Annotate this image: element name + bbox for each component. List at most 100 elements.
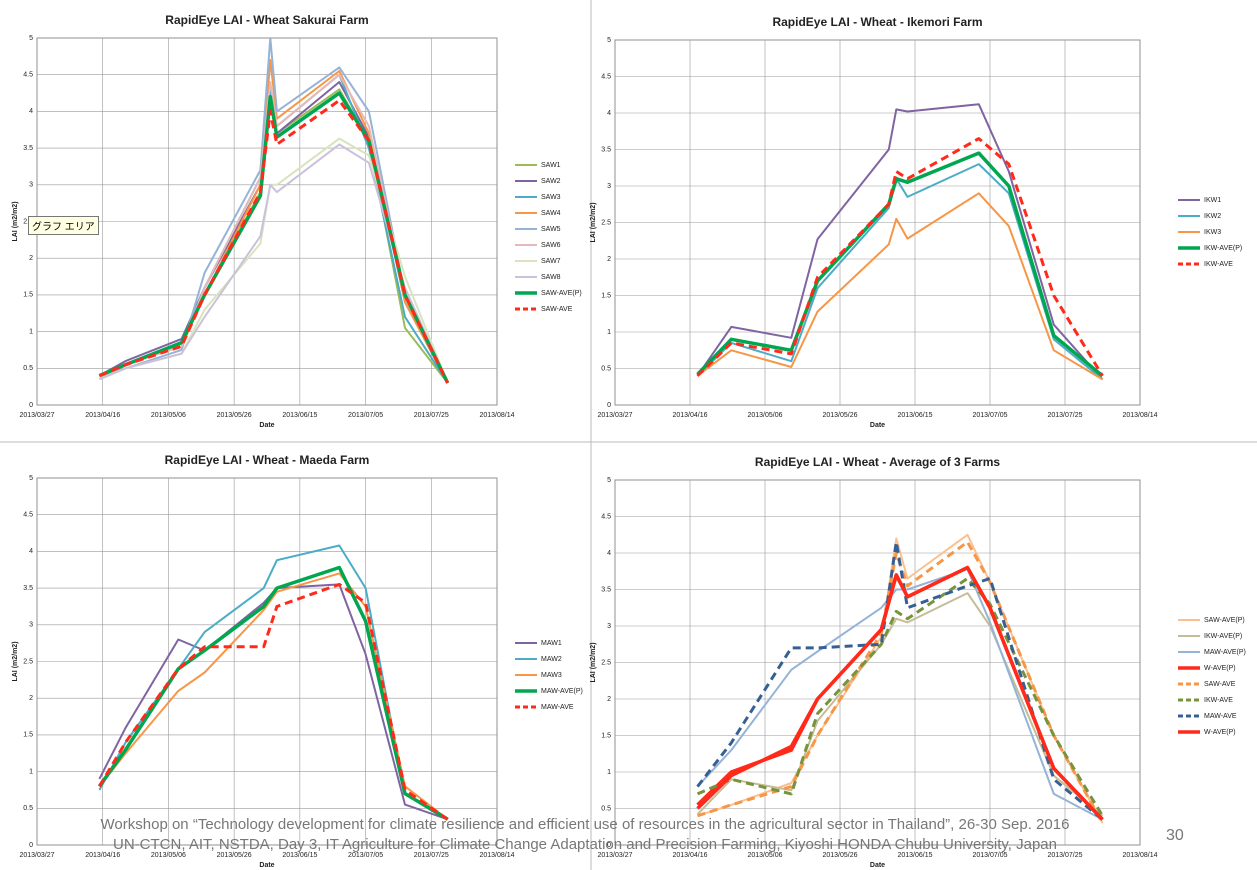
footer-line: Workshop on “Technology development for … [100, 816, 1070, 833]
series-line [696, 592, 1104, 817]
y-tick-label: 3.5 [601, 146, 611, 153]
series-line [697, 533, 1104, 824]
legend-label: IKW-AVE [1204, 697, 1233, 704]
legend-label: IKW2 [1204, 213, 1221, 220]
y-tick-label: 3 [607, 623, 611, 630]
footer-line: UN-CTCN, AIT, NSTDA, Day 3, IT Agricultu… [113, 836, 1057, 853]
tooltip: グラフ エリア [28, 216, 99, 235]
x-tick-label: 2013/03/27 [597, 852, 632, 859]
x-tick-label: 2013/06/15 [282, 852, 317, 859]
legend-label: IKW-AVE(P) [1204, 245, 1242, 252]
legend-label: MAW3 [541, 672, 562, 679]
series-line [696, 577, 1104, 817]
x-axis-label: Date [870, 422, 885, 429]
y-tick-label: 4.5 [601, 513, 611, 520]
chart-title: RapidEye LAI - Wheat - Maeda Farm [165, 453, 370, 467]
x-tick-label: 2013/04/16 [672, 412, 707, 419]
y-tick-label: 5 [29, 35, 33, 42]
series-line [98, 98, 450, 384]
y-tick-label: 0.5 [23, 805, 33, 812]
y-tick-label: 0.5 [601, 365, 611, 372]
y-tick-label: 1.5 [601, 292, 611, 299]
series-line [696, 565, 1104, 821]
legend-label: SAW3 [541, 194, 561, 201]
x-tick-label: 2013/07/05 [348, 412, 383, 419]
y-tick-label: 3 [607, 183, 611, 190]
series-line [696, 151, 1104, 378]
x-tick-label: 2013/04/16 [672, 852, 707, 859]
y-tick-label: 2 [607, 696, 611, 703]
x-tick-label: 2013/08/14 [1122, 412, 1157, 419]
y-tick-label: 1.5 [601, 732, 611, 739]
y-tick-label: 3.5 [23, 145, 33, 152]
legend-label: SAW5 [541, 226, 561, 233]
y-tick-label: 0 [29, 842, 33, 849]
legend-label: MAW-AVE [1204, 713, 1237, 720]
y-tick-label: 2 [607, 256, 611, 263]
x-tick-label: 2013/05/26 [217, 852, 252, 859]
x-tick-label: 2013/08/14 [1122, 852, 1157, 859]
x-tick-label: 2013/08/14 [479, 852, 514, 859]
x-tick-label: 2013/05/06 [747, 852, 782, 859]
y-axis-label: LAI (m2/m2) [12, 641, 19, 681]
x-tick-label: 2013/07/25 [1047, 852, 1082, 859]
y-tick-label: 1 [29, 768, 33, 775]
legend-label: SAW1 [541, 162, 561, 169]
x-axis-label: Date [870, 862, 885, 869]
x-tick-label: 2013/07/25 [414, 852, 449, 859]
series-line [99, 37, 449, 384]
legend-label: SAW4 [541, 210, 561, 217]
legend-label: W-AVE(P) [1204, 665, 1236, 672]
y-tick-label: 2 [29, 695, 33, 702]
x-tick-label: 2013/05/26 [822, 852, 857, 859]
legend-label: MAW-AVE [541, 704, 574, 711]
y-tick-label: 4.5 [23, 512, 33, 519]
series-line [696, 540, 1104, 821]
series-line [98, 582, 449, 821]
y-tick-label: 3 [29, 622, 33, 629]
legend-label: SAW8 [541, 274, 561, 281]
series-line [697, 540, 1104, 824]
x-tick-label: 2013/08/14 [479, 412, 514, 419]
x-tick-label: 2013/07/05 [972, 412, 1007, 419]
legend-label: IKW-AVE [1204, 261, 1233, 268]
y-tick-label: 5 [607, 37, 611, 44]
y-axis-label: LAI (m2/m2) [590, 202, 597, 242]
series-line [696, 568, 1103, 821]
y-tick-label: 3.5 [23, 585, 33, 592]
legend-label: SAW2 [541, 178, 561, 185]
y-tick-label: 4 [607, 550, 611, 557]
x-tick-label: 2013/07/25 [1047, 412, 1082, 419]
legend-label: IKW-AVE(P) [1204, 633, 1242, 640]
x-tick-label: 2013/03/27 [19, 412, 54, 419]
x-tick-label: 2013/05/26 [822, 412, 857, 419]
y-tick-label: 2.5 [601, 659, 611, 666]
y-axis-label: LAI (m2/m2) [12, 201, 19, 241]
legend-label: SAW-AVE [1204, 681, 1236, 688]
x-tick-label: 2013/03/27 [19, 852, 54, 859]
x-tick-label: 2013/04/16 [85, 412, 120, 419]
y-tick-label: 1 [607, 329, 611, 336]
legend-label: IKW3 [1204, 229, 1221, 236]
y-tick-label: 1.5 [23, 292, 33, 299]
y-tick-label: 3.5 [601, 586, 611, 593]
series-line [696, 137, 1104, 377]
y-tick-label: 5 [607, 477, 611, 484]
legend-label: MAW-AVE(P) [541, 688, 583, 695]
x-tick-label: 2013/06/15 [282, 412, 317, 419]
y-tick-label: 0 [607, 402, 611, 409]
y-tick-label: 0.5 [23, 365, 33, 372]
series-line [696, 103, 1104, 381]
page-number: 30 [1166, 827, 1184, 844]
x-tick-label: 2013/06/15 [897, 852, 932, 859]
x-tick-label: 2013/07/05 [348, 852, 383, 859]
legend-label: SAW-AVE(P) [541, 290, 582, 297]
legend-label: IKW1 [1204, 197, 1221, 204]
chart-title: RapidEye LAI - Wheat - Ikemori Farm [772, 15, 982, 29]
y-tick-label: 0 [607, 842, 611, 849]
legend-label: MAW-AVE(P) [1204, 649, 1246, 656]
x-axis-label: Date [259, 862, 274, 869]
series-line [99, 143, 449, 384]
series-line [98, 91, 450, 384]
legend-label: SAW6 [541, 242, 561, 249]
